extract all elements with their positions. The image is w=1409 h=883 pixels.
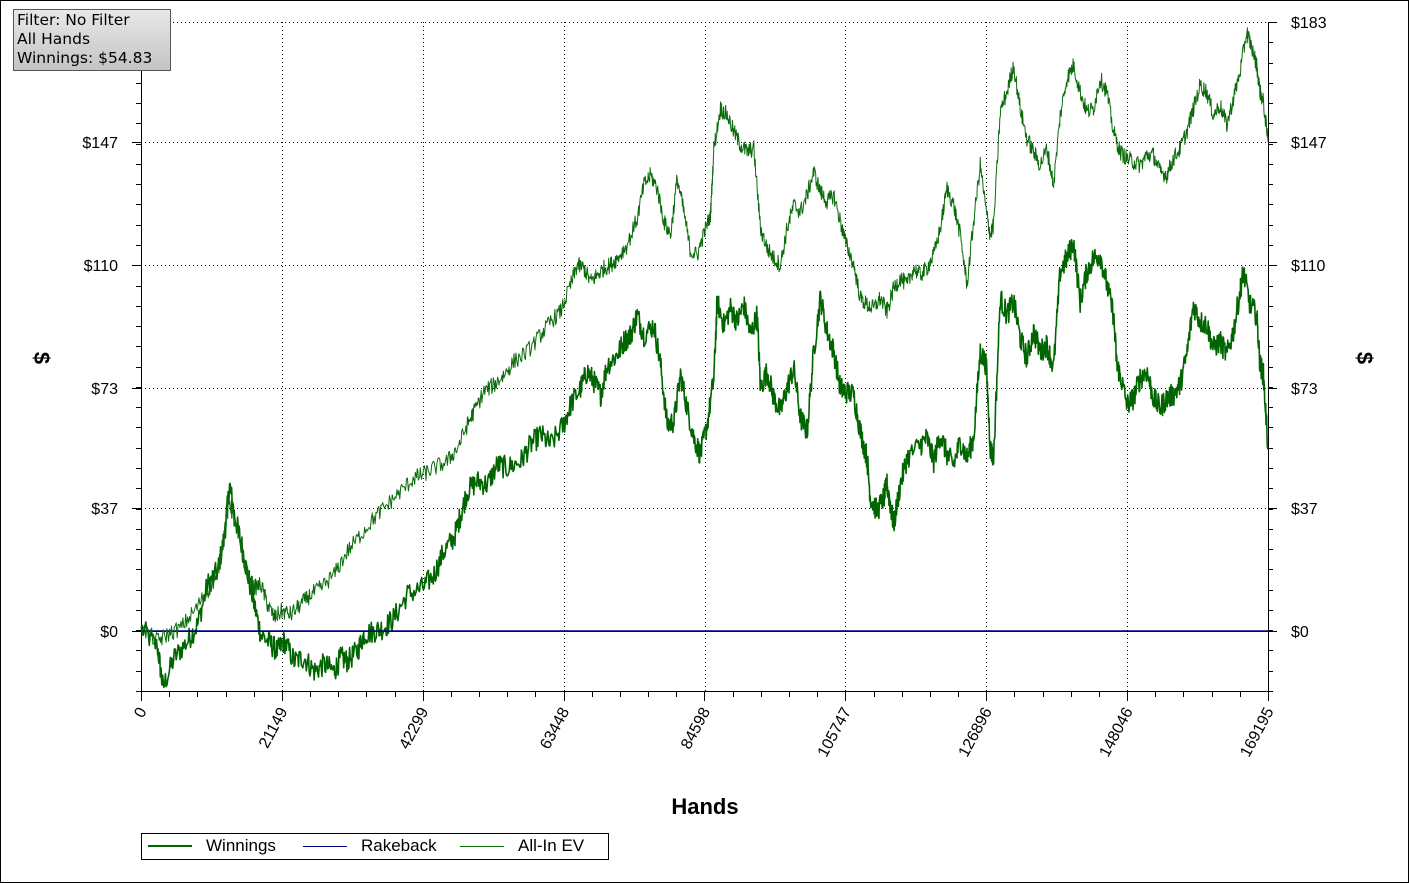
series-line-allin-ev — [140, 27, 1269, 646]
y-tick-label-right: $110 — [1291, 258, 1326, 275]
x-tick-label: 63448 — [537, 705, 573, 752]
y-tick-label-left: $37 — [91, 501, 118, 518]
series-line-winnings — [140, 238, 1269, 689]
legend-swatch-allin-ev — [460, 845, 504, 847]
x-tick-label: 126896 — [956, 705, 996, 760]
y-tick-label-left: $73 — [91, 381, 118, 398]
x-tick-label: 0 — [131, 705, 150, 721]
legend-item-rakeback: Rakeback — [303, 836, 437, 856]
axes — [132, 22, 1277, 701]
y-tick-label-left: $110 — [84, 258, 119, 275]
y-tick-label-left: $147 — [82, 135, 118, 152]
filter-label: Filter: No Filter — [17, 11, 130, 29]
y-tick-label-right: $0 — [1291, 624, 1309, 641]
legend-swatch-winnings — [148, 845, 192, 847]
y-axis-title-left: $ — [29, 352, 54, 364]
legend-item-winnings: Winnings — [148, 836, 276, 856]
winnings-total-label: Winnings: $54.83 — [17, 49, 153, 67]
legend-label-rakeback: Rakeback — [361, 836, 437, 855]
x-tick-label: 169195 — [1237, 705, 1277, 760]
x-tick-label: 84598 — [678, 705, 714, 752]
y-tick-label-left: $0 — [100, 624, 118, 641]
y-tick-label-right: $183 — [1291, 15, 1327, 32]
chart-legend: Winnings Rakeback All-In EV — [141, 833, 609, 860]
series-lines — [140, 27, 1269, 689]
grid-lines — [141, 22, 1269, 691]
y-tick-label-right: $73 — [1291, 381, 1318, 398]
filter-info-box: Filter: No Filter All Hands Winnings: $5… — [13, 9, 171, 71]
y-tick-label-right: $147 — [1291, 135, 1327, 152]
legend-item-allin-ev: All-In EV — [460, 836, 584, 856]
x-tick-label: 42299 — [396, 705, 432, 752]
x-tick-label: 105747 — [815, 705, 855, 760]
x-tick-label: 21149 — [256, 705, 291, 751]
x-tick-label: 148046 — [1097, 705, 1137, 760]
legend-label-allin-ev: All-In EV — [518, 836, 585, 855]
x-axis-title: Hands — [671, 794, 738, 819]
y-tick-label-right: $37 — [1291, 501, 1318, 518]
hands-scope-label: All Hands — [17, 30, 91, 48]
y-axis-title-right: $ — [1352, 352, 1377, 364]
legend-swatch-rakeback — [303, 845, 347, 847]
legend-label-winnings: Winnings — [206, 836, 276, 855]
